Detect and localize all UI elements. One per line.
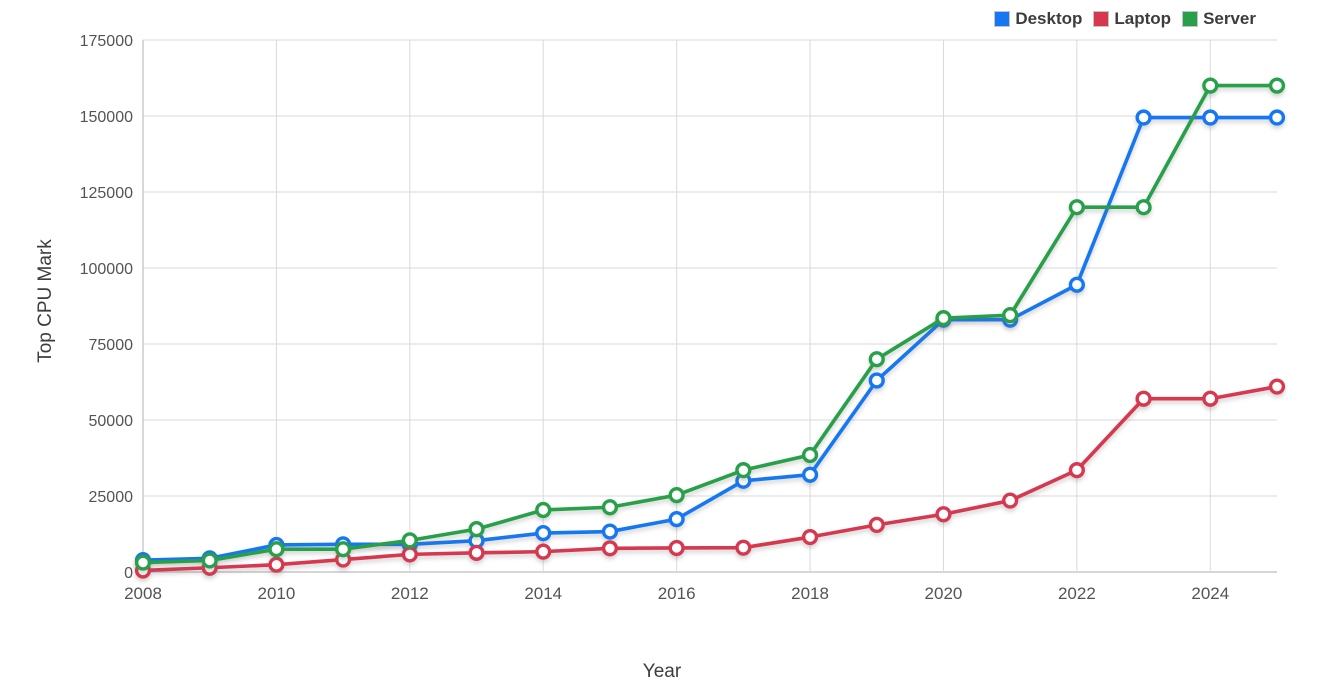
data-point-server-2015[interactable] xyxy=(601,499,619,516)
x-tick-label: 2018 xyxy=(791,584,829,603)
data-point-server-2024[interactable] xyxy=(1202,77,1219,94)
x-tick-label: 2008 xyxy=(124,584,162,603)
data-point-server-2025[interactable] xyxy=(1268,77,1286,94)
data-point-server-2012[interactable] xyxy=(401,532,418,549)
x-axis-title: Year xyxy=(642,661,682,682)
data-point-server-2021[interactable] xyxy=(1002,307,1019,324)
data-point-desktop-2019[interactable] xyxy=(868,372,885,389)
legend-label-desktop: Desktop xyxy=(1015,9,1083,28)
data-point-laptop-2013[interactable] xyxy=(468,544,485,561)
y-tick-label: 100000 xyxy=(80,261,133,278)
y-tick-label: 175000 xyxy=(80,33,133,50)
data-point-desktop-2025[interactable] xyxy=(1268,109,1286,126)
data-point-desktop-2015[interactable] xyxy=(601,523,619,540)
data-point-server-2011[interactable] xyxy=(335,541,352,558)
y-tick-label: 25000 xyxy=(89,489,134,506)
legend-item-desktop[interactable]: Desktop xyxy=(994,9,1082,29)
data-point-laptop-2014[interactable] xyxy=(535,543,552,560)
data-point-laptop-2019[interactable] xyxy=(868,516,885,533)
data-point-server-2014[interactable] xyxy=(535,501,552,519)
y-tick-label: 150000 xyxy=(80,109,133,126)
series-line-desktop xyxy=(141,115,1279,562)
x-tick-label: 2020 xyxy=(925,584,963,603)
y-axis-title: Top CPU Mark xyxy=(35,239,56,363)
data-point-server-2009[interactable] xyxy=(201,552,218,569)
server-swatch-icon xyxy=(1182,11,1199,27)
data-point-laptop-2016[interactable] xyxy=(668,539,685,557)
x-tick-label: 2016 xyxy=(658,584,696,603)
x-tick-label: 2010 xyxy=(257,584,295,603)
data-point-server-2019[interactable] xyxy=(868,351,885,368)
legend-item-server[interactable]: Server xyxy=(1182,9,1256,29)
data-point-laptop-2017[interactable] xyxy=(735,539,752,556)
data-point-laptop-2012[interactable] xyxy=(401,546,418,563)
data-point-server-2013[interactable] xyxy=(468,521,485,538)
y-tick-label: 50000 xyxy=(89,413,134,430)
data-point-laptop-2021[interactable] xyxy=(1002,492,1019,509)
series-server xyxy=(134,77,1286,571)
data-point-laptop-2015[interactable] xyxy=(601,540,619,557)
data-point-server-2008[interactable] xyxy=(134,554,152,571)
data-point-server-2016[interactable] xyxy=(668,486,685,504)
data-point-desktop-2023[interactable] xyxy=(1135,109,1152,126)
laptop-swatch-icon xyxy=(1093,11,1110,27)
y-tick-label: 75000 xyxy=(89,337,134,354)
data-point-desktop-2014[interactable] xyxy=(535,524,552,542)
x-tick-label: 2022 xyxy=(1058,584,1096,603)
data-point-server-2017[interactable] xyxy=(735,462,752,479)
data-point-laptop-2023[interactable] xyxy=(1135,390,1152,407)
data-point-server-2022[interactable] xyxy=(1068,199,1085,216)
x-tick-label: 2024 xyxy=(1191,584,1229,603)
data-point-laptop-2025[interactable] xyxy=(1268,378,1286,395)
data-point-laptop-2022[interactable] xyxy=(1068,462,1085,479)
y-tick-label: 0 xyxy=(124,565,133,582)
series-line-laptop xyxy=(141,384,1279,573)
series-laptop xyxy=(134,378,1286,579)
data-point-server-2020[interactable] xyxy=(935,310,952,327)
desktop-swatch-icon xyxy=(994,11,1011,27)
data-point-desktop-2016[interactable] xyxy=(668,511,685,528)
data-point-desktop-2024[interactable] xyxy=(1202,109,1219,126)
chart-legend: Desktop Laptop Server xyxy=(994,9,1256,29)
series-line-server xyxy=(141,83,1279,565)
data-point-server-2010[interactable] xyxy=(268,541,285,558)
legend-item-laptop[interactable]: Laptop xyxy=(1093,9,1171,29)
x-tick-label: 2012 xyxy=(391,584,429,603)
data-point-desktop-2022[interactable] xyxy=(1068,276,1085,293)
data-point-laptop-2010[interactable] xyxy=(268,556,285,573)
legend-label-laptop: Laptop xyxy=(1114,9,1172,28)
data-point-desktop-2018[interactable] xyxy=(801,466,819,483)
series-desktop xyxy=(134,109,1286,569)
data-point-server-2023[interactable] xyxy=(1135,199,1152,216)
data-point-laptop-2020[interactable] xyxy=(935,506,952,523)
data-point-laptop-2018[interactable] xyxy=(801,528,819,546)
y-tick-label: 125000 xyxy=(80,185,133,202)
legend-label-server: Server xyxy=(1203,9,1256,28)
data-point-server-2018[interactable] xyxy=(801,446,819,464)
x-tick-label: 2014 xyxy=(524,584,562,603)
data-point-laptop-2024[interactable] xyxy=(1202,390,1219,407)
